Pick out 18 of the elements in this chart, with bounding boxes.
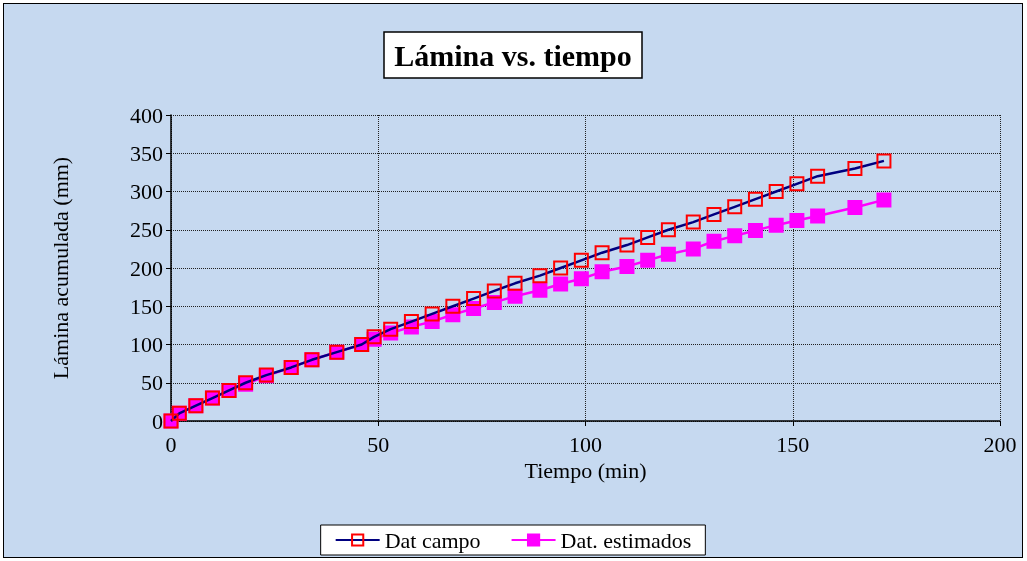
x-tick-label: 200: [983, 431, 1017, 457]
y-tick-label: 300: [130, 179, 163, 204]
y-tick-label: 200: [130, 255, 163, 281]
x-tick-label: 100: [569, 431, 602, 457]
x-axis-title: Tiempo (min): [524, 458, 647, 484]
y-tick-label: 0: [152, 408, 163, 434]
y-tick-label: 350: [130, 140, 163, 166]
chart-title: Lámina vs. tiempo: [394, 38, 632, 72]
x-tick-label: 50: [367, 431, 390, 457]
y-tick-label: 150: [130, 293, 163, 319]
legend-label: Dat campo: [384, 527, 481, 553]
y-tick-label: 400: [130, 102, 163, 128]
y-tick-label: 50: [141, 370, 163, 396]
y-tick-label: 250: [130, 217, 163, 243]
x-tick-label: 150: [776, 431, 810, 457]
legend-label: Dat. estimados: [560, 527, 692, 553]
y-tick-label: 100: [130, 332, 163, 357]
y-axis-title: Lámina acumulada (mm): [47, 156, 73, 380]
